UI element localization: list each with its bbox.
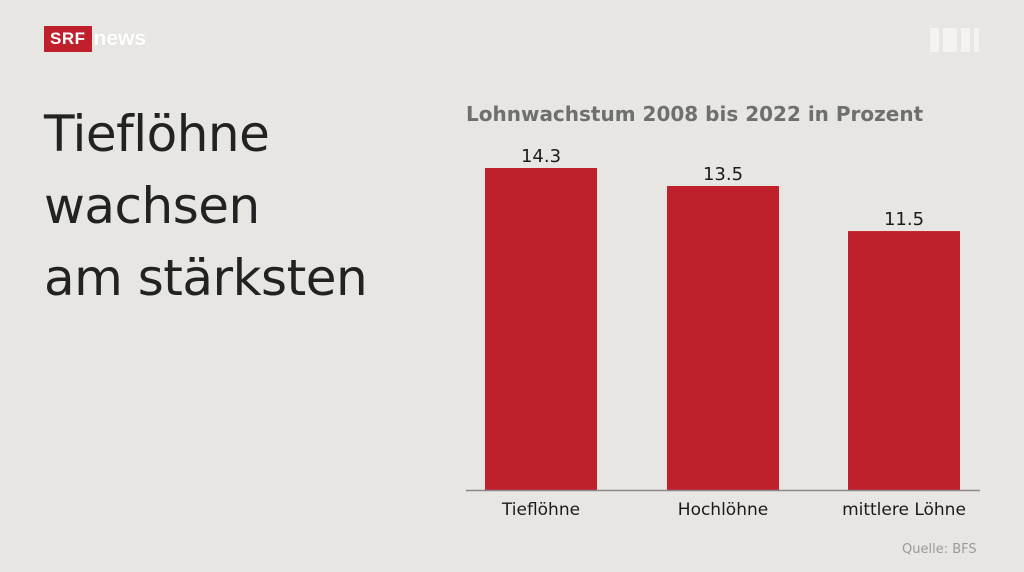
headline-line-1: Tieflöhne xyxy=(44,105,270,163)
chart-title: Lohnwachstum 2008 bis 2022 in Prozent xyxy=(466,102,924,126)
bar-value-label-1: 14.3 xyxy=(521,146,561,167)
bar-1 xyxy=(485,168,597,490)
category-label-1: Tieflöhne xyxy=(501,500,580,520)
bar-2 xyxy=(667,186,779,491)
headline: Tieflöhne wachsen am stärksten xyxy=(44,98,424,314)
source-note: Quelle: BFS xyxy=(902,542,977,557)
headline-line-2: wachsen xyxy=(44,177,260,235)
bar-value-label-2: 13.5 xyxy=(703,164,743,185)
category-label-3: mittlere Löhne xyxy=(842,500,966,520)
category-label-2: Hochlöhne xyxy=(678,500,768,520)
srf-news-logo: SRF news xyxy=(44,26,146,52)
bar-value-label-3: 11.5 xyxy=(884,209,924,230)
bar-3 xyxy=(848,231,960,490)
broadcast-watermark-icon xyxy=(930,28,980,52)
headline-line-3: am stärksten xyxy=(44,249,368,307)
logo-srf-mark: SRF xyxy=(44,26,92,52)
logo-news-wordmark: news xyxy=(93,27,147,50)
